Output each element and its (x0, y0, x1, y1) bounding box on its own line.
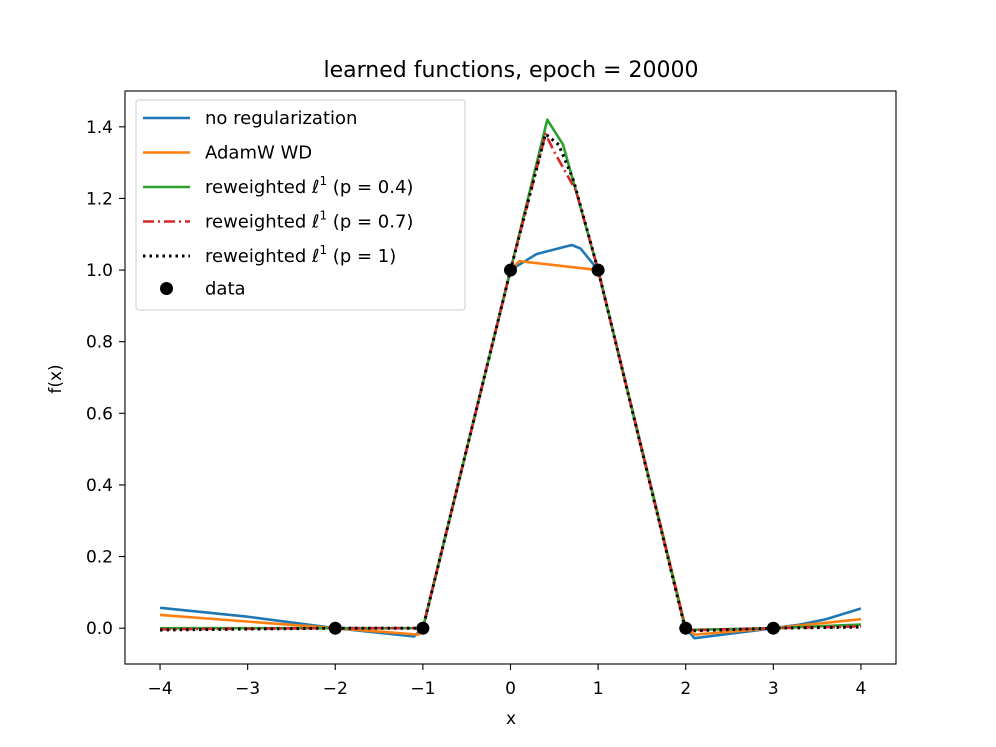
x-axis: −4 −3 −2 −1 0 1 2 3 4 (148, 664, 867, 699)
legend-box (135, 99, 466, 311)
series-layer (159, 118, 862, 640)
series-line-2 (159, 259, 862, 636)
x-tick-label: −3 (235, 679, 260, 699)
x-tick-label: 2 (680, 679, 691, 699)
y-tick-label: 1.4 (86, 118, 113, 138)
series-line-5 (160, 132, 861, 633)
legend-label-data: data (205, 279, 246, 300)
x-tick-label: −1 (410, 679, 435, 699)
data-point (766, 621, 780, 635)
legend-items: no regularization AdamW WD reweighted ℓ1 (… (143, 108, 413, 300)
x-axis-label: x (506, 709, 516, 729)
x-tick-label: 1 (593, 679, 604, 699)
y-tick-label: 0.4 (86, 476, 113, 496)
y-axis-label: f(x) (46, 364, 66, 393)
data-point (504, 263, 517, 277)
legend-label-5: reweighted ℓ1 (p = 1) (205, 243, 396, 267)
legend-label-1: no regularization (205, 108, 357, 129)
x-tick-label: 4 (856, 679, 867, 699)
legend-label-3: reweighted ℓ1 (p = 0.4) (205, 174, 413, 198)
y-tick-label: 0.8 (86, 333, 113, 353)
y-tick-label: 0.6 (86, 404, 113, 424)
data-point (416, 621, 430, 635)
y-axis: 0.0 0.2 0.4 0.6 0.8 1.0 1.2 1.4 (86, 118, 125, 639)
data-point (328, 621, 342, 635)
plot-area (124, 90, 897, 665)
y-tick-label: 0.2 (86, 548, 113, 568)
y-tick-label: 1.0 (86, 261, 113, 281)
chart-title: learned functions, epoch = 20000 (324, 58, 699, 83)
legend-label-2: AdamW WD (205, 143, 312, 164)
x-tick-label: 3 (768, 679, 779, 699)
legend-label-4: reweighted ℓ1 (p = 0.7) (205, 209, 413, 233)
legend: no regularization AdamW WD reweighted ℓ1 (… (135, 99, 466, 311)
x-tick-label: −2 (323, 679, 348, 699)
legend-swatch-data (160, 282, 173, 295)
x-tick-label: −4 (148, 679, 173, 699)
y-tick-label: 1.2 (86, 189, 113, 209)
x-tick-label: 0 (505, 679, 516, 699)
data-points-layer (328, 263, 780, 635)
data-point (679, 621, 693, 635)
y-tick-label: 0.0 (86, 619, 113, 639)
data-point (591, 263, 605, 277)
